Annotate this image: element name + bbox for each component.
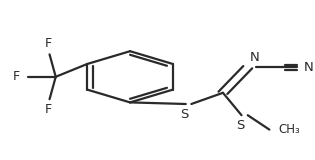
Text: S: S xyxy=(180,108,188,121)
Text: F: F xyxy=(44,103,52,116)
Text: CH₃: CH₃ xyxy=(279,123,301,136)
Text: N: N xyxy=(304,61,314,74)
Text: N: N xyxy=(249,51,259,64)
Text: S: S xyxy=(236,119,244,132)
Text: F: F xyxy=(13,70,20,83)
Text: F: F xyxy=(44,37,52,50)
